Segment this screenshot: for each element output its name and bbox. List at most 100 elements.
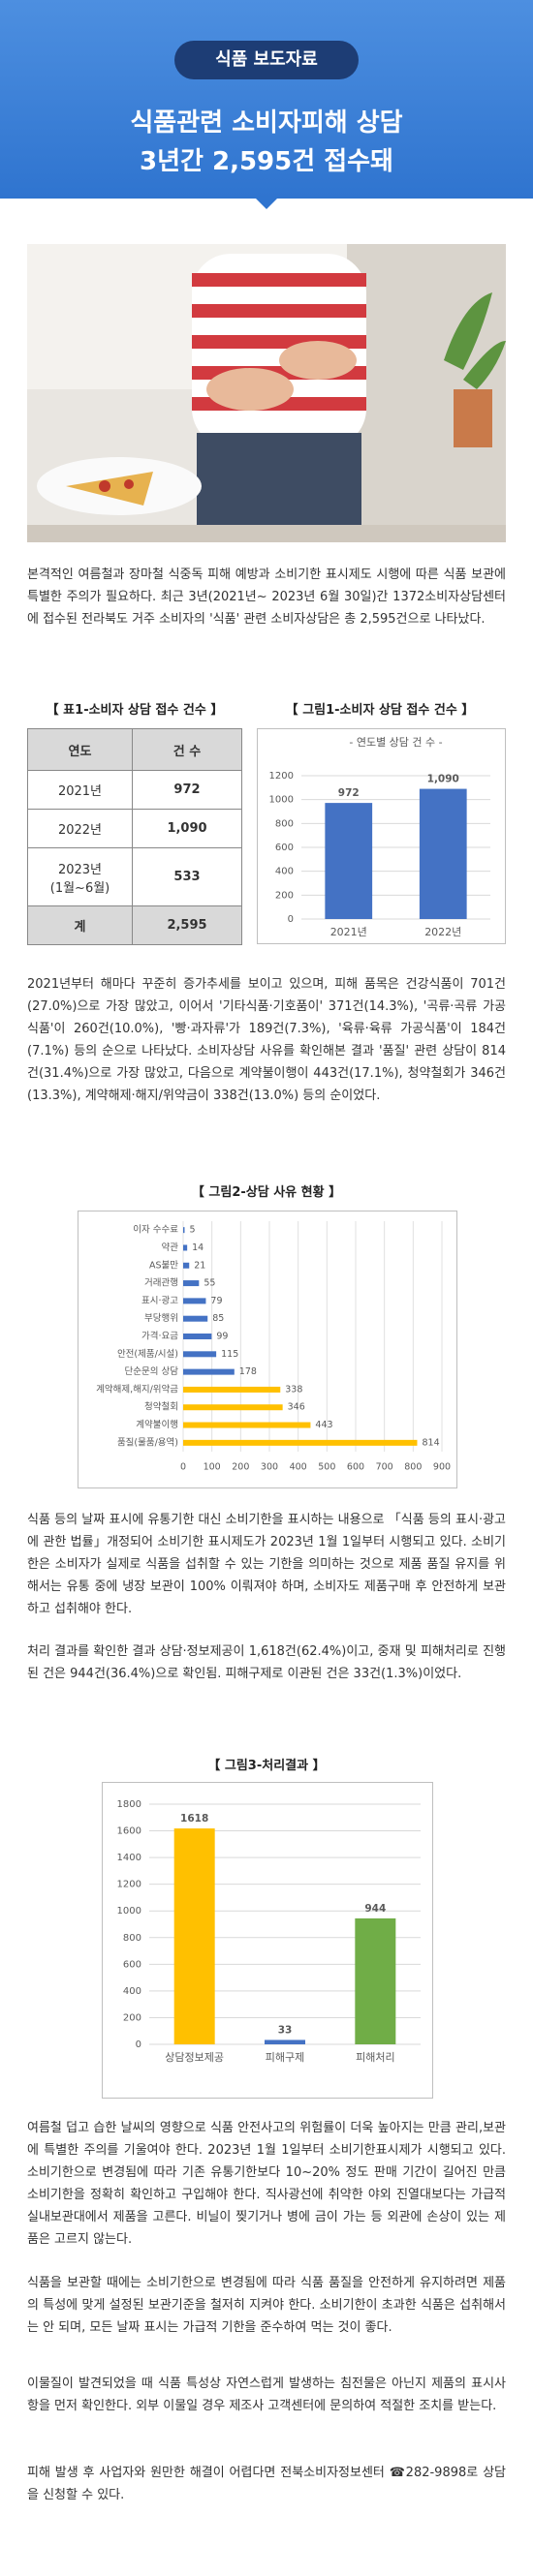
x-tick-label: 300 xyxy=(261,1462,278,1473)
value-label: 1,090 xyxy=(427,774,459,785)
x-tick-label: 500 xyxy=(318,1462,335,1473)
bar xyxy=(183,1280,200,1287)
value-label: 944 xyxy=(364,1903,386,1915)
bar xyxy=(183,1404,283,1411)
table-cell: 2022년 xyxy=(27,809,133,848)
x-tick-label: 0 xyxy=(180,1462,186,1473)
value-label: 21 xyxy=(194,1260,205,1271)
x-tick-label: 700 xyxy=(376,1462,393,1473)
y-tick-label: AS불만 xyxy=(149,1260,178,1271)
x-tick-label: 상담정보제공 xyxy=(165,2051,224,2064)
paragraph: 처리 결과를 확인한 결과 상담·정보제공이 1,618건(62.4%)이고, … xyxy=(27,1644,506,1681)
chart: 0 200 400 600 800 1000 1200 1400 1600 1800 1618 상담정… xyxy=(102,1782,433,2099)
paragraph: 이물질이 발견되었을 때 식품 특성상 자연스럽게 발생하는 침전물은 아닌지 … xyxy=(27,2377,506,2413)
table: 연도 건 수 2021년 972 2022년 1,090 2023년 (1월~6월)… xyxy=(27,728,242,945)
y-tick-label: 표시·광고 xyxy=(141,1295,178,1306)
bar xyxy=(183,1422,311,1428)
table-cell: 533 xyxy=(132,847,242,906)
y-tick-label: 안전(제품/시설) xyxy=(117,1349,178,1360)
chart-caption: 【 그림2-상담 사유 현황 】 xyxy=(191,1185,342,1200)
value-label: 79 xyxy=(210,1296,222,1306)
y-tick-label: 청약철회 xyxy=(144,1401,178,1413)
x-tick-label: 2021년 xyxy=(330,926,367,938)
y-tick-label: 이자 수수료 xyxy=(133,1225,178,1236)
value-label: 1618 xyxy=(180,1813,208,1825)
title: 3년간 2,595건 접수돼 xyxy=(140,147,393,176)
bar xyxy=(183,1334,212,1339)
chart-title: - 연도별 상담 건 수 - xyxy=(349,736,442,749)
y-tick-label: 800 xyxy=(275,818,294,829)
y-tick-label: 계약해제,해지/위약금 xyxy=(96,1383,178,1395)
bar xyxy=(355,1917,396,2044)
value-label: 115 xyxy=(221,1349,238,1360)
value-label: 178 xyxy=(239,1366,257,1377)
paragraph: 2021년부터 해마다 꾸준히 증가추세를 보이고 있으며, 피해 품목은 건강… xyxy=(27,977,506,1103)
value-label: 814 xyxy=(422,1437,439,1448)
badge: 식품 보도자료 xyxy=(174,41,359,79)
table-header: 연도 xyxy=(27,728,133,771)
y-tick-label: 400 xyxy=(123,1986,141,1997)
value-label: 338 xyxy=(285,1384,302,1395)
table-cell: 972 xyxy=(132,770,242,810)
bar xyxy=(265,2039,305,2044)
y-tick-label: 600 xyxy=(123,1959,141,1970)
y-tick-label: 1400 xyxy=(117,1853,141,1863)
x-tick-label: 800 xyxy=(404,1462,422,1473)
y-tick-label: 부당행위 xyxy=(144,1312,178,1324)
bar xyxy=(183,1227,185,1234)
y-tick-label: 품질(물품/용역) xyxy=(117,1436,178,1448)
x-tick-label: 900 xyxy=(433,1462,451,1473)
y-tick-label: 0 xyxy=(288,914,294,925)
x-tick-label: 100 xyxy=(204,1462,221,1473)
bar xyxy=(183,1368,235,1375)
y-tick-label: 1800 xyxy=(117,1799,141,1810)
x-tick-label: 2022년 xyxy=(424,926,461,938)
bar xyxy=(183,1351,217,1358)
chart: 0 100 200 300 400 500 600 700 800 900 5 이자 수수료 14 약관 2… xyxy=(78,1211,457,1488)
y-tick-label: 약관 xyxy=(162,1242,179,1253)
y-tick-label: 600 xyxy=(275,843,294,853)
chart: - 연도별 상담 건 수 - 0 200 400 600 800 1000 1200 972 20… xyxy=(257,728,506,944)
y-tick-label: 200 xyxy=(123,2012,141,2023)
y-tick-label: 800 xyxy=(123,1933,141,1944)
table-cell: 계 xyxy=(27,905,133,945)
y-tick-label: 1600 xyxy=(117,1826,141,1837)
value-label: 443 xyxy=(315,1420,332,1430)
y-tick-label: 1200 xyxy=(117,1880,141,1890)
bar xyxy=(183,1298,206,1304)
bar xyxy=(173,1828,215,2044)
value-label: 14 xyxy=(192,1242,204,1253)
title: 식품관련 소비자피해 상담 xyxy=(130,108,403,138)
bar xyxy=(183,1386,281,1393)
bar xyxy=(325,803,373,919)
value-label: 99 xyxy=(216,1332,228,1342)
y-tick-label: 1000 xyxy=(117,1906,141,1917)
bar xyxy=(419,788,467,919)
bar xyxy=(183,1262,190,1269)
table-cell: 2021년 xyxy=(27,770,133,810)
bar xyxy=(183,1439,418,1446)
x-tick-label: 피해처리 xyxy=(356,2050,394,2064)
x-tick-label: 400 xyxy=(290,1462,307,1473)
y-tick-label: 1000 xyxy=(269,795,294,806)
bar xyxy=(183,1244,188,1251)
table-caption: 【 표1-소비자 상담 접수 건수 】 xyxy=(46,703,224,718)
y-tick-label: 0 xyxy=(136,2039,141,2050)
paragraph: 식품을 보관할 때에는 소비기한으로 변경됨에 따라 식품 품질을 안전하게 유… xyxy=(27,2276,506,2335)
y-tick-label: 1200 xyxy=(269,771,294,782)
paragraph: 식품 등의 날짜 표시에 유통기한 대신 소비기한을 표시하는 내용으로 「식품… xyxy=(27,1513,506,1616)
table-header: 건 수 xyxy=(132,728,242,771)
bar xyxy=(183,1315,208,1322)
y-tick-label: 가격·요금 xyxy=(141,1331,178,1342)
chart-caption: 【 그림1-소비자 상담 접수 건수 】 xyxy=(285,703,475,718)
photo xyxy=(27,244,506,542)
table-cell: 2023년 (1월~6월) xyxy=(27,847,133,906)
y-tick-label: 400 xyxy=(275,867,294,877)
x-tick-label: 600 xyxy=(347,1462,364,1473)
x-tick-label: 피해구제 xyxy=(266,2050,304,2064)
value-label: 5 xyxy=(189,1225,195,1236)
y-tick-label: 200 xyxy=(275,890,294,901)
x-tick-label: 200 xyxy=(232,1462,249,1473)
y-tick-label: 계약불이행 xyxy=(136,1419,178,1430)
